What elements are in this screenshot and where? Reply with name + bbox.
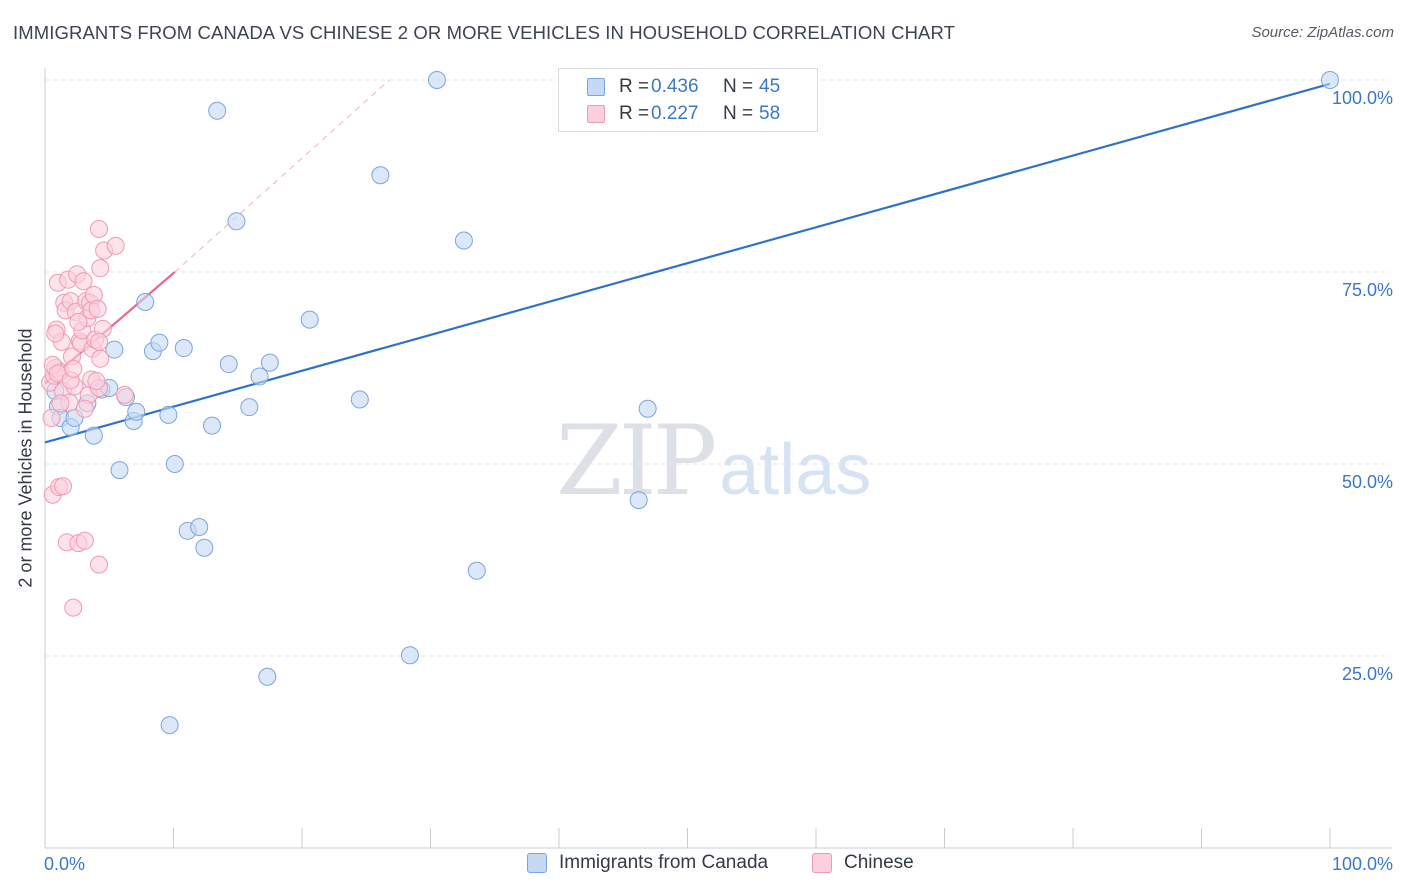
legend-label-canada: Immigrants from Canada [559, 852, 769, 873]
x-tick-label: 0.0% [44, 854, 85, 874]
point-chinese [51, 394, 70, 413]
point-chinese [64, 598, 83, 617]
legend-swatch-canada [527, 853, 547, 873]
point-canada [467, 561, 486, 580]
point-canada [258, 667, 277, 686]
legend-row-canada: R = 0.436 N = 45 [559, 74, 780, 100]
point-canada [203, 416, 222, 435]
legend-item-chinese[interactable]: Chinese [812, 852, 914, 874]
point-canada [195, 538, 214, 557]
point-chinese [91, 349, 110, 368]
legend-r-value-canada: 0.436 [651, 76, 699, 97]
point-chinese [46, 324, 65, 343]
point-canada [427, 71, 446, 89]
point-canada [260, 353, 279, 372]
point-canada [159, 405, 178, 424]
y-tick-label: 75.0% [1342, 280, 1393, 300]
point-canada [400, 646, 419, 665]
point-chinese [91, 259, 110, 278]
point-chinese [64, 359, 83, 378]
point-canada [150, 333, 169, 352]
chart-title: IMMIGRANTS FROM CANADA VS CHINESE 2 OR M… [13, 22, 955, 43]
point-canada [219, 355, 238, 374]
point-chinese [106, 236, 125, 255]
legend-r-label: R = [619, 76, 650, 97]
point-canada [208, 101, 227, 120]
legend-n-label: N = [723, 76, 754, 97]
trend-line-extension-chinese [174, 79, 390, 273]
y-tick-label: 100.0% [1332, 88, 1393, 108]
legend-row-chinese: R = 0.227 N = 58 [559, 101, 780, 127]
point-chinese [88, 299, 107, 318]
point-canada [1321, 71, 1339, 89]
data-points [41, 71, 1339, 735]
legend-item-canada[interactable]: Immigrants from Canada [527, 852, 768, 874]
point-canada [127, 402, 146, 421]
legend-n-value-canada: 45 [759, 76, 781, 97]
point-canada [350, 390, 369, 409]
point-canada [136, 292, 155, 311]
y-tick-label: 25.0% [1342, 664, 1393, 684]
axes [44, 68, 1392, 849]
legend-r-label: R = [619, 103, 650, 124]
point-chinese [87, 372, 106, 391]
grid-lines [45, 79, 1390, 657]
point-chinese [89, 332, 108, 351]
point-canada [227, 212, 246, 231]
point-canada [165, 455, 184, 473]
legend-n-value-chinese: 58 [759, 103, 781, 124]
point-canada [638, 399, 657, 418]
point-canada [454, 231, 473, 250]
legend-swatch-chinese [812, 853, 832, 873]
trend-lines [44, 79, 1331, 444]
legend-n-label: N = [723, 103, 754, 124]
point-canada [371, 166, 390, 185]
point-chinese [53, 477, 72, 496]
legend-label-chinese: Chinese [844, 852, 914, 873]
correlation-legend: R = 0.436 N = 45 R = 0.227 N = 58 [558, 68, 818, 132]
point-chinese [74, 272, 93, 291]
point-chinese [75, 399, 94, 418]
point-canada [84, 426, 103, 445]
point-chinese [69, 312, 88, 331]
point-canada [190, 517, 209, 536]
source-credit: Source: ZipAtlas.com [1251, 24, 1394, 41]
point-chinese [42, 408, 61, 427]
legend-swatch-chinese [587, 105, 605, 123]
point-canada [174, 339, 193, 358]
point-chinese [75, 531, 94, 550]
point-canada [160, 716, 179, 735]
point-chinese [89, 219, 108, 238]
point-chinese [89, 555, 108, 574]
point-canada [110, 461, 129, 480]
legend-r-value-chinese: 0.227 [651, 103, 699, 124]
y-axis-label: 2 or more Vehicles in Household [15, 328, 36, 588]
point-canada [240, 398, 259, 417]
trend-line-canada [44, 82, 1331, 444]
legend-swatch-canada [587, 78, 605, 96]
point-canada [105, 340, 124, 359]
series-legend: Immigrants from Canada Chinese [0, 852, 1406, 876]
y-tick-label: 50.0% [1342, 472, 1393, 492]
point-canada [629, 491, 648, 510]
tick-labels: 25.0% 50.0% 75.0% 100.0% 0.0% 100.0% [44, 88, 1393, 874]
point-canada [300, 310, 319, 329]
point-chinese [115, 385, 134, 404]
x-tick-label: 100.0% [1332, 854, 1393, 874]
point-canada [250, 367, 269, 386]
